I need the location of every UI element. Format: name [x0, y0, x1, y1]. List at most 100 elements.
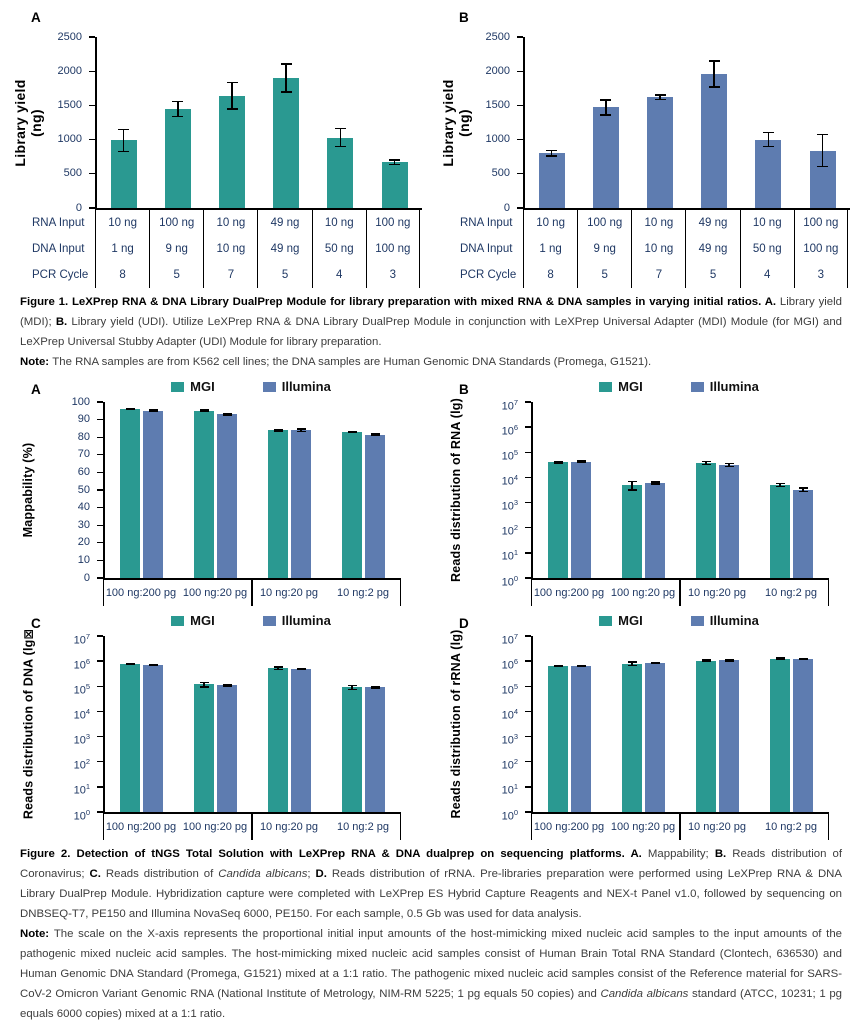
error-cap: [370, 687, 380, 689]
legend: MGI Illumina: [531, 379, 827, 394]
y-tick-label: 0: [503, 201, 510, 214]
y-tick: [525, 501, 531, 504]
y-tick-label: 500: [491, 167, 510, 180]
figure1-note: Note: The RNA samples are from K562 cell…: [20, 352, 842, 372]
error-cap: [118, 128, 130, 131]
figure2-chart-C: C Reads distribution of DNA (lg⊠ 100 101 102…: [20, 613, 440, 840]
error-cap: [817, 133, 828, 136]
panel-label: A: [31, 382, 41, 397]
y-tick: [525, 401, 531, 403]
bar-illumina-0: [571, 665, 592, 812]
error-cap: [546, 149, 558, 152]
table-row-label: RNA Input: [460, 216, 513, 229]
y-tick: [97, 542, 103, 544]
figure2-chart-B: B Reads distribution of RNA (lg) 100 101 102…: [448, 379, 858, 606]
table-cell: 9 ng: [577, 235, 631, 262]
error-bar: [122, 129, 125, 152]
table-cell: 49 ng: [257, 235, 311, 262]
y-tick-label: 20: [77, 536, 90, 549]
x-axis-line: [95, 208, 422, 210]
bar-mgi-2: [696, 462, 717, 578]
error-cap: [600, 114, 612, 116]
plot-area: [105, 402, 401, 578]
x-category-label: 100 ng:200 pg: [105, 586, 177, 599]
x-category-label: 10 ng:2 pg: [337, 586, 389, 599]
error-bar: [203, 410, 205, 412]
table-cell: 3: [365, 261, 420, 288]
bar-4: [327, 137, 354, 208]
error-cap: [280, 63, 292, 65]
x-axis-line: [531, 812, 829, 814]
y-tick-label: 500: [63, 167, 82, 180]
y-tick: [525, 786, 531, 788]
error-cap: [775, 485, 785, 488]
bar-mgi-3: [342, 431, 363, 578]
error-bar: [779, 483, 781, 487]
error-cap: [654, 94, 666, 96]
bar-mgi-0: [548, 462, 569, 578]
table-cell: 10 ng: [631, 235, 685, 262]
error-cap: [125, 407, 135, 410]
y-tick: [97, 635, 103, 637]
legend-swatch-mgi: [599, 381, 613, 392]
table-cell: 4: [739, 261, 794, 288]
y-tick: [525, 426, 531, 428]
error-cap: [222, 412, 232, 415]
error-cap: [600, 99, 612, 101]
legend-label: Illumina: [709, 613, 759, 628]
y-tick-label: 101: [73, 782, 90, 797]
plot-area: [525, 37, 850, 208]
legend: MGI Illumina: [531, 613, 827, 628]
error-cap: [199, 410, 209, 413]
caption-segment: Note:: [20, 928, 54, 940]
panel-label: C: [31, 616, 41, 631]
y-tick: [97, 418, 103, 421]
caption-segment: Reads distribution of rRNA. Pre-librarie…: [20, 868, 842, 920]
error-cap: [273, 666, 283, 668]
y-tick-label: 104: [73, 706, 90, 722]
y-tick: [97, 577, 103, 579]
error-cap: [347, 431, 357, 434]
table-cell: 7: [631, 261, 685, 288]
y-tick: [525, 811, 531, 813]
table-cell: 10 ng: [95, 209, 149, 236]
y-tick-label: 70: [77, 448, 90, 461]
error-cap: [172, 100, 184, 102]
y-tick: [89, 70, 95, 72]
y-tick-label: 1000: [57, 133, 82, 146]
y-tick-label: 60: [77, 465, 90, 478]
error-cap: [334, 146, 346, 148]
y-axis-title: Library yield (ng): [440, 78, 472, 167]
bar-illumina-3: [793, 489, 814, 578]
error-cap: [125, 663, 135, 665]
y-tick: [97, 454, 103, 456]
error-cap: [627, 664, 637, 667]
table-cell: 100 ng: [149, 209, 203, 236]
error-bar: [767, 132, 770, 147]
table-row-label: DNA Input: [32, 242, 85, 255]
x-category-row: 100 ng:200 pg 100 ng:20 pg 10 ng:20 pg 10 n…: [103, 813, 401, 840]
y-tick-label: 107: [501, 397, 518, 413]
figure2-charts: A Mappability (%) 0 10 20 30 40 50 60 70 80 90 100 MG…: [0, 379, 858, 840]
legend-swatch-mgi: [171, 381, 185, 392]
y-tick: [525, 476, 531, 479]
error-bar: [203, 682, 205, 687]
error-cap: [576, 461, 586, 464]
input-table: RNA Input 10 ng 100 ng 10 ng 49 ng 10 ng 100 n…: [20, 209, 421, 288]
y-axis-line: [103, 402, 105, 578]
x-category-label: 10 ng:20 pg: [259, 586, 319, 599]
error-bar: [550, 150, 553, 157]
error-bar: [285, 64, 287, 93]
error-cap: [280, 91, 292, 93]
table-cell: 5: [149, 261, 203, 288]
x-category-label: 10 ng:2 pg: [337, 820, 389, 833]
error-cap: [199, 409, 209, 411]
legend-label: Illumina: [281, 379, 331, 394]
table-cell: 9 ng: [149, 235, 203, 262]
y-tick-label: 100: [501, 807, 518, 823]
error-cap: [627, 489, 637, 491]
bar-illumina-2: [291, 668, 312, 812]
table-cell: 1 ng: [523, 235, 577, 262]
table-row: DNA Input 1 ng 9 ng 10 ng 49 ng 50 ng 100 ng: [20, 235, 421, 262]
